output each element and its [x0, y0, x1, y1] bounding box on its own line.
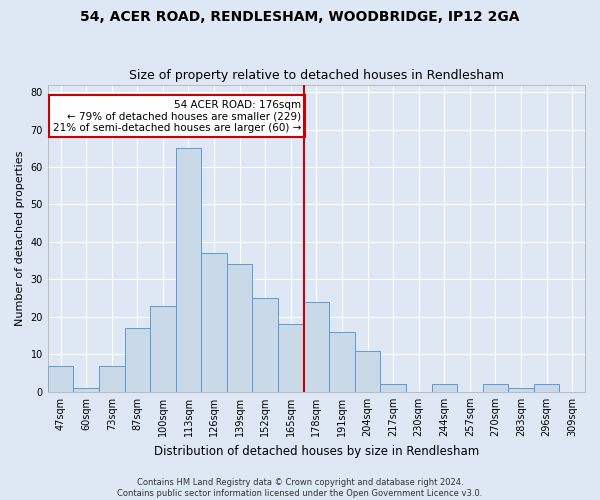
Text: 54, ACER ROAD, RENDLESHAM, WOODBRIDGE, IP12 2GA: 54, ACER ROAD, RENDLESHAM, WOODBRIDGE, I…: [80, 10, 520, 24]
Bar: [227, 264, 253, 392]
Bar: [355, 350, 380, 392]
Bar: [253, 298, 278, 392]
Bar: [73, 388, 99, 392]
Bar: [99, 366, 125, 392]
Text: 54 ACER ROAD: 176sqm
← 79% of detached houses are smaller (229)
21% of semi-deta: 54 ACER ROAD: 176sqm ← 79% of detached h…: [53, 100, 301, 132]
Bar: [304, 302, 329, 392]
Bar: [278, 324, 304, 392]
Y-axis label: Number of detached properties: Number of detached properties: [15, 150, 25, 326]
Bar: [201, 253, 227, 392]
Bar: [431, 384, 457, 392]
Bar: [380, 384, 406, 392]
Bar: [48, 366, 73, 392]
Title: Size of property relative to detached houses in Rendlesham: Size of property relative to detached ho…: [129, 69, 504, 82]
Bar: [482, 384, 508, 392]
Bar: [534, 384, 559, 392]
Bar: [150, 306, 176, 392]
Bar: [508, 388, 534, 392]
Text: Contains HM Land Registry data © Crown copyright and database right 2024.
Contai: Contains HM Land Registry data © Crown c…: [118, 478, 482, 498]
Bar: [176, 148, 201, 392]
X-axis label: Distribution of detached houses by size in Rendlesham: Distribution of detached houses by size …: [154, 444, 479, 458]
Bar: [125, 328, 150, 392]
Bar: [329, 332, 355, 392]
